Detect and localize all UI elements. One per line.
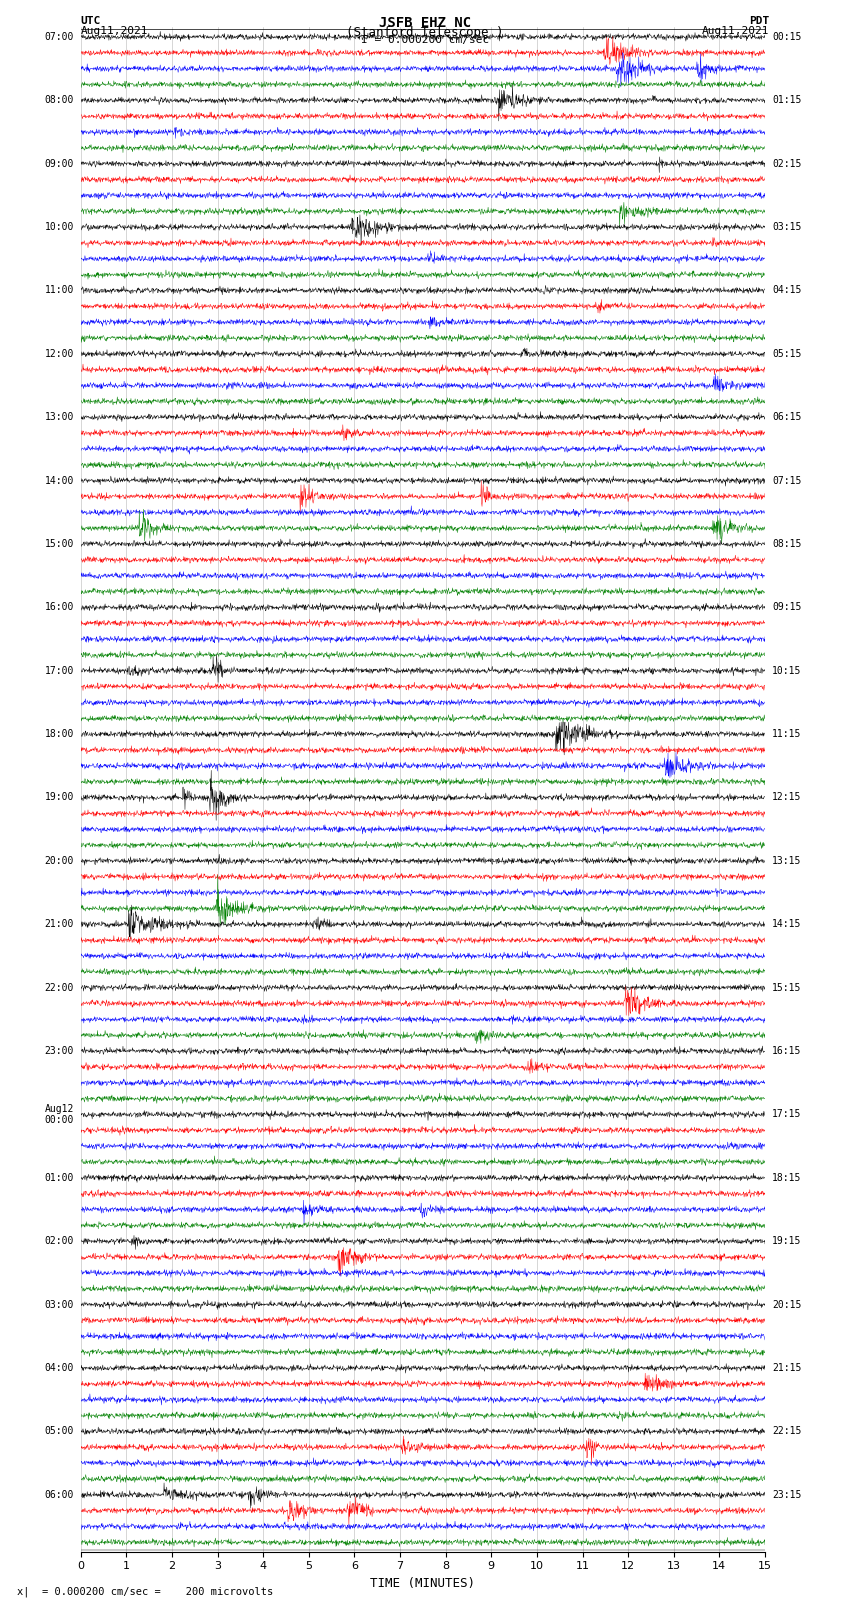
Text: Aug11,2021: Aug11,2021: [702, 26, 769, 35]
Text: 18:00: 18:00: [44, 729, 74, 739]
Text: 09:15: 09:15: [772, 602, 802, 613]
Text: 20:00: 20:00: [44, 857, 74, 866]
Text: 03:00: 03:00: [44, 1300, 74, 1310]
Text: 07:15: 07:15: [772, 476, 802, 486]
Text: 17:00: 17:00: [44, 666, 74, 676]
Text: 19:15: 19:15: [772, 1236, 802, 1247]
Text: x|  = 0.000200 cm/sec =    200 microvolts: x| = 0.000200 cm/sec = 200 microvolts: [17, 1586, 273, 1597]
Text: 15:00: 15:00: [44, 539, 74, 548]
Text: 08:00: 08:00: [44, 95, 74, 105]
Text: 07:00: 07:00: [44, 32, 74, 42]
Text: 12:15: 12:15: [772, 792, 802, 803]
Text: Aug12
00:00: Aug12 00:00: [44, 1103, 74, 1126]
Text: 14:00: 14:00: [44, 476, 74, 486]
Text: UTC: UTC: [81, 16, 101, 26]
Text: 15:15: 15:15: [772, 982, 802, 992]
Text: 02:00: 02:00: [44, 1236, 74, 1247]
Text: 02:15: 02:15: [772, 158, 802, 169]
Text: 23:15: 23:15: [772, 1490, 802, 1500]
Text: 04:15: 04:15: [772, 286, 802, 295]
Text: 09:00: 09:00: [44, 158, 74, 169]
Text: 22:00: 22:00: [44, 982, 74, 992]
Text: 18:15: 18:15: [772, 1173, 802, 1182]
Text: 12:00: 12:00: [44, 348, 74, 358]
Text: 06:15: 06:15: [772, 413, 802, 423]
Text: 13:00: 13:00: [44, 413, 74, 423]
Text: 10:00: 10:00: [44, 223, 74, 232]
Text: 06:00: 06:00: [44, 1490, 74, 1500]
Text: 20:15: 20:15: [772, 1300, 802, 1310]
Text: 04:00: 04:00: [44, 1363, 74, 1373]
Text: 05:00: 05:00: [44, 1426, 74, 1436]
Text: 00:15: 00:15: [772, 32, 802, 42]
Text: 10:15: 10:15: [772, 666, 802, 676]
Text: 22:15: 22:15: [772, 1426, 802, 1436]
Text: 13:15: 13:15: [772, 857, 802, 866]
Text: I = 0.000200 cm/sec: I = 0.000200 cm/sec: [361, 35, 489, 45]
Text: (Stanford Telescope ): (Stanford Telescope ): [346, 26, 504, 39]
Text: PDT: PDT: [749, 16, 769, 26]
Text: Aug11,2021: Aug11,2021: [81, 26, 148, 35]
Text: 19:00: 19:00: [44, 792, 74, 803]
Text: 03:15: 03:15: [772, 223, 802, 232]
Text: 21:15: 21:15: [772, 1363, 802, 1373]
Text: 11:00: 11:00: [44, 286, 74, 295]
Text: 01:00: 01:00: [44, 1173, 74, 1182]
Text: 08:15: 08:15: [772, 539, 802, 548]
Text: 11:15: 11:15: [772, 729, 802, 739]
Text: 16:15: 16:15: [772, 1045, 802, 1057]
X-axis label: TIME (MINUTES): TIME (MINUTES): [371, 1578, 475, 1590]
Text: 21:00: 21:00: [44, 919, 74, 929]
Text: JSFB EHZ NC: JSFB EHZ NC: [379, 16, 471, 31]
Text: 16:00: 16:00: [44, 602, 74, 613]
Text: 05:15: 05:15: [772, 348, 802, 358]
Text: 23:00: 23:00: [44, 1045, 74, 1057]
Text: 01:15: 01:15: [772, 95, 802, 105]
Text: 14:15: 14:15: [772, 919, 802, 929]
Text: 17:15: 17:15: [772, 1110, 802, 1119]
